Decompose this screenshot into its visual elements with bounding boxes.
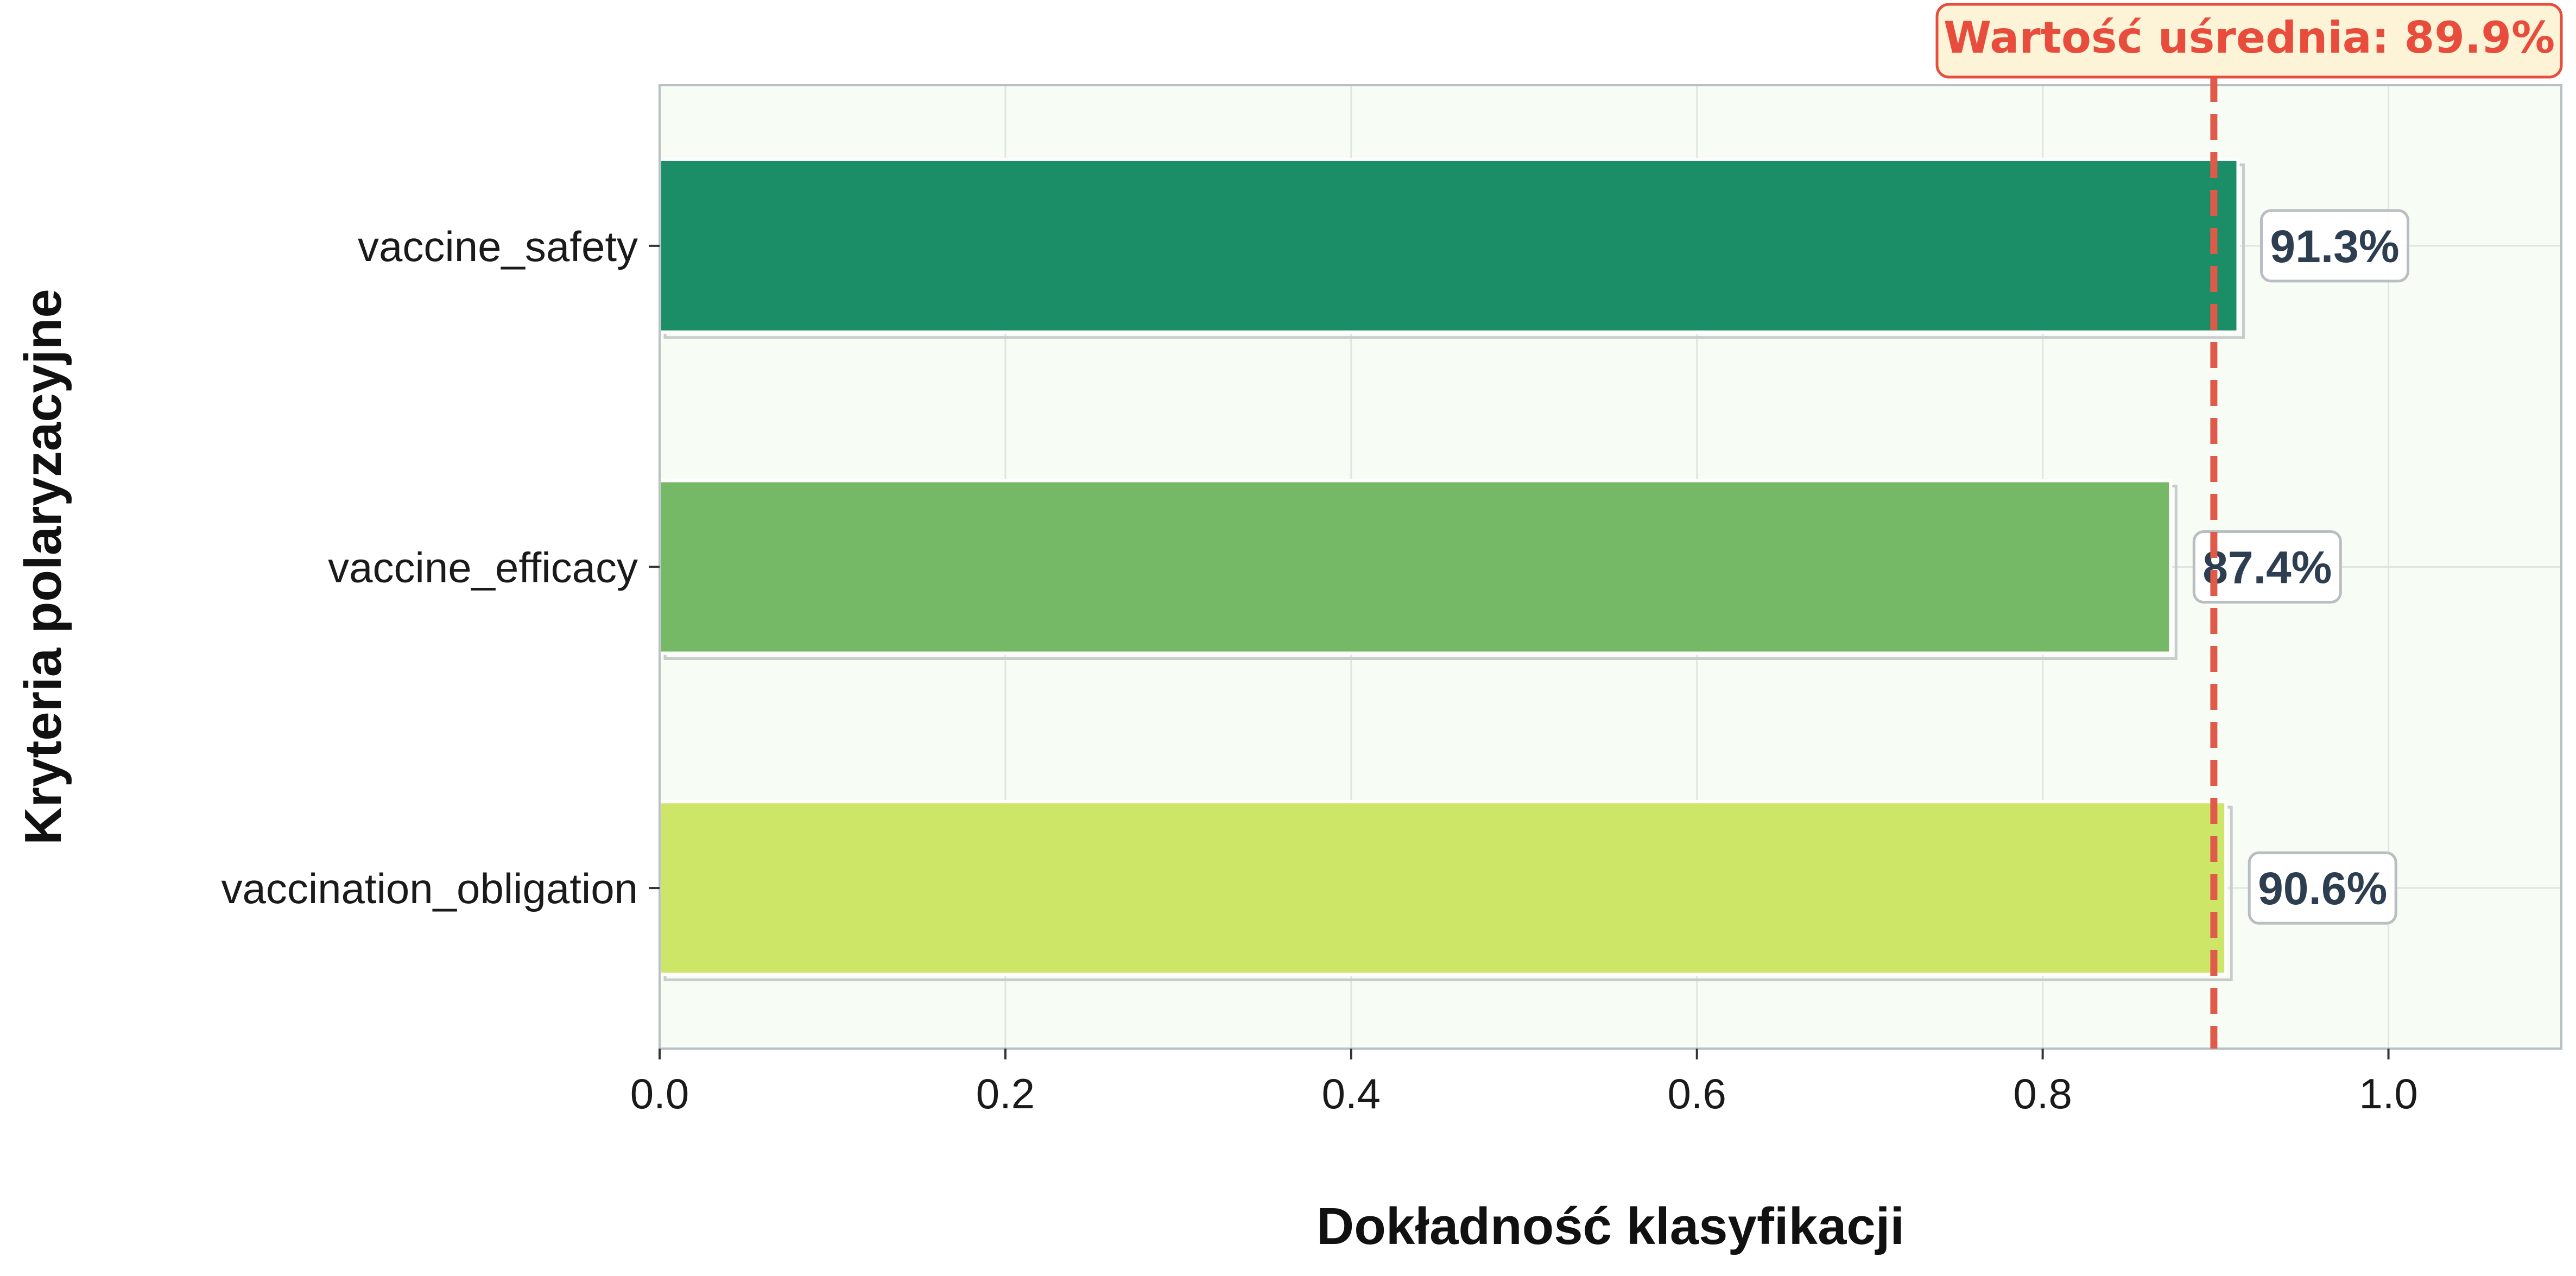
mean-label-box — [1935, 3, 2563, 79]
x-tick-label: 1.0 — [2359, 1070, 2417, 1118]
value-label: 90.6% — [2258, 863, 2387, 914]
value-label-box — [2248, 851, 2397, 925]
mean-label-text: Wartość uśrednia: 89.9% — [1944, 12, 2555, 63]
y-tick-label: vaccine_efficacy — [328, 544, 638, 592]
y-tick-label: vaccine_safety — [358, 223, 638, 270]
bar — [658, 157, 2240, 334]
y-axis-title: Kryteria polaryzacyjne — [14, 289, 72, 845]
value-label-box — [2192, 530, 2342, 604]
bar — [658, 800, 2228, 976]
bar — [658, 479, 2173, 655]
value-labels: 91.3% 87.4% 90.6% — [2192, 209, 2409, 925]
x-tick-label: 0.8 — [2013, 1070, 2072, 1118]
y-tick-label: vaccination_obligation — [221, 865, 638, 912]
x-tick-label: 0.2 — [976, 1070, 1035, 1118]
axes: 0.0 0.2 0.4 0.6 0.8 1.0 vaccine_safety vaccine_… — [221, 84, 2562, 1118]
x-tick-label: 0.0 — [630, 1070, 689, 1118]
x-axis-title: Dokładność klasyfikacji — [1317, 1197, 1904, 1255]
x-tick-label: 0.4 — [1322, 1070, 1381, 1118]
value-label-box — [2259, 209, 2409, 283]
mean-label: Wartość uśrednia: 89.9% — [1935, 3, 2563, 79]
value-label: 91.3% — [2270, 221, 2399, 272]
bars — [658, 157, 2245, 981]
x-tick-label: 0.6 — [1668, 1070, 1726, 1118]
value-label: 87.4% — [2202, 542, 2332, 593]
